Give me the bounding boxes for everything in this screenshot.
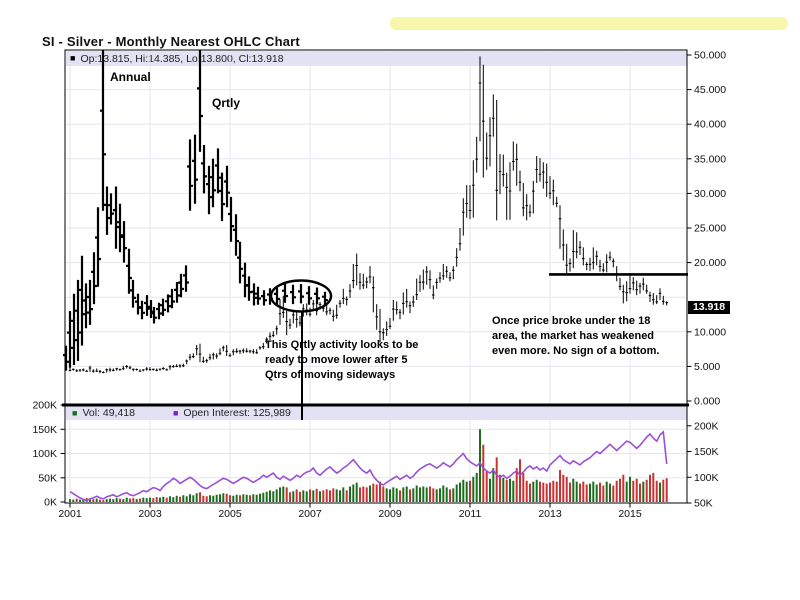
axis-tick-label: 40.000 — [694, 119, 726, 131]
volume-bars-up — [69, 429, 661, 502]
price-breakdown-note: Once price broke under the 18 area, the … — [492, 315, 660, 357]
axis-tick-label: 2015 — [618, 508, 642, 520]
axis-tick-label: 50K — [38, 472, 57, 484]
axis-tick-label: 200K — [694, 420, 719, 432]
last-price-label: 13.918 — [688, 301, 730, 314]
annotation-shapes — [269, 273, 688, 420]
axis-tick-label: 50K — [694, 498, 713, 510]
quarterly-overlay-series — [151, 49, 328, 324]
axis-tick-label: 0.000 — [694, 396, 720, 408]
open-interest-series — [69, 430, 668, 502]
monthly-ohlc-series — [68, 56, 668, 374]
annual-overlay-series-group — [63, 49, 154, 371]
quarterly-overlay-series-group — [151, 49, 328, 324]
volume-bars-down — [75, 444, 668, 502]
volume-series — [69, 429, 668, 502]
vol-marker-icon: ■ — [72, 407, 78, 418]
open-interest-line — [69, 430, 668, 502]
axis-tick-label: 100K — [32, 448, 57, 460]
axis-labels: 50.000 45.000 40.000 35.000 30.000 25.000 20.0… — [32, 50, 726, 521]
axis-tick-label: 25.000 — [694, 223, 726, 235]
axis-tick-label: 2007 — [298, 508, 322, 520]
open-interest-legend-text: Open Interest: 125,989 — [183, 407, 291, 419]
ohlc-info-bar: ■ Op:13.815, Hi:14.385, Lo:13.800, Cl:13… — [66, 51, 687, 66]
axis-tick-label: 2003 — [138, 508, 162, 520]
axis-tick-label: 5.000 — [694, 361, 720, 373]
axis-tick-label: 35.000 — [694, 153, 726, 165]
monthly-series — [68, 56, 668, 374]
axis-tick-label: 0K — [44, 497, 57, 509]
axis-tick-label: 2001 — [58, 508, 82, 520]
page-title: SI - Silver - Monthly Nearest OHLC Chart — [42, 34, 300, 49]
grid-lines — [66, 50, 686, 503]
volume-legend-text: Vol: 49,418 — [82, 407, 135, 419]
annual-series-label: Annual — [110, 70, 151, 84]
annual-overlay-series — [63, 49, 154, 371]
axis-tick-label: 10.000 — [694, 326, 726, 338]
axis-tick-label: 50.000 — [694, 50, 726, 62]
axis-tick-label: 150K — [32, 424, 57, 436]
axis-tick-label: 2013 — [538, 508, 562, 520]
axis-tick-label: 30.000 — [694, 188, 726, 200]
axis-tick-label: 100K — [694, 472, 719, 484]
panel-frames — [62, 49, 689, 504]
axis-tick-label: 2011 — [459, 508, 482, 520]
axis-tick-label: 150K — [694, 446, 719, 458]
oi-marker-icon: ■ — [172, 407, 179, 418]
axis-tick-label: 2009 — [378, 508, 402, 520]
volume-oi-legend-bar: ■ Vol: 49,418 ■ Open Interest: 125,989 — [66, 406, 687, 420]
quarterly-series-label: Qrtly — [212, 96, 241, 110]
yellow-highlight-bar — [390, 17, 788, 30]
axis-tick-label: 45.000 — [694, 84, 726, 96]
ohlc-marker-icon: ■ — [70, 53, 76, 63]
axis-tick-label: 200K — [32, 400, 57, 412]
axis-tick-label: 2005 — [218, 508, 242, 520]
qrtly-activity-note: This Qrtly activity looks to be ready to… — [265, 339, 419, 381]
ohlc-values-text: Op:13.815, Hi:14.385, Lo:13.800, Cl:13.9… — [80, 52, 284, 65]
axis-tick-label: 20.000 — [694, 257, 726, 269]
